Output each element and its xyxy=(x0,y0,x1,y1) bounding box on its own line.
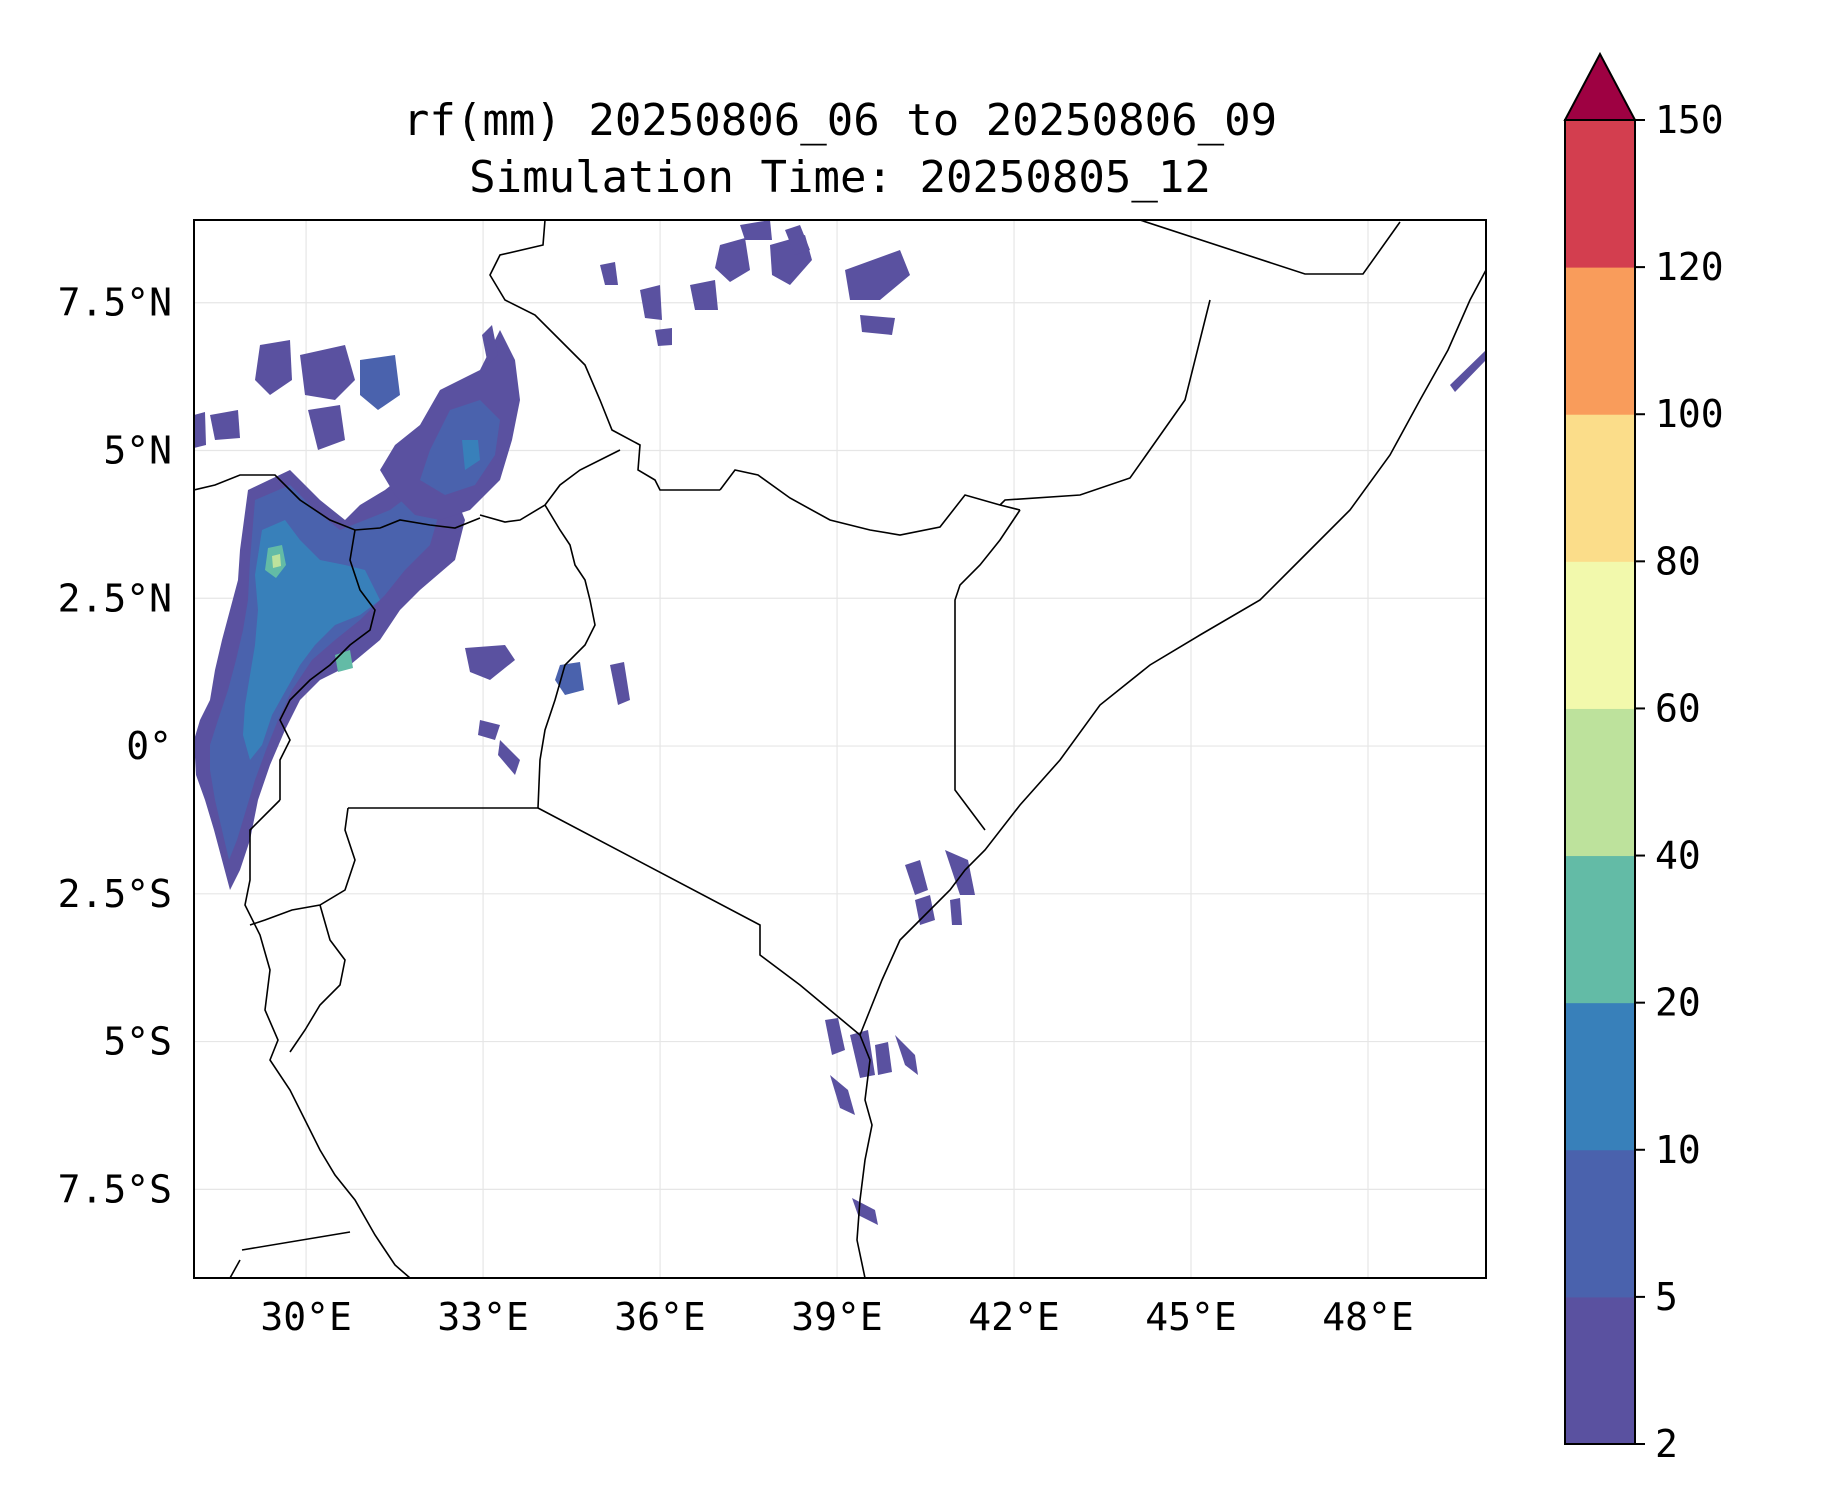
y-axis-ticks: 7.5°N 5°N 2.5°N 0° 2.5°S 5°S 7.5°S xyxy=(58,281,172,1212)
rain-cell-lake-victoria-2 xyxy=(498,740,520,775)
x-tick-label: 42°E xyxy=(968,1295,1060,1339)
rain-cell-south-sudan-core xyxy=(462,440,480,470)
rain-cell-ethiopia-1 xyxy=(715,238,750,282)
colorbar-segment xyxy=(1565,708,1635,857)
rain-cell-somalia-coast xyxy=(1450,350,1486,392)
y-tick-label: 7.5°N xyxy=(58,281,172,325)
rain-cell-uganda-east xyxy=(465,645,515,680)
map-area: 30°E 33°E 36°E 39°E 42°E 45°E 48°E 7.5°N 5°N 2.5… xyxy=(58,219,1487,1339)
rain-cell-tanzania-6 xyxy=(852,1198,878,1225)
rain-cell-ethiopia-6 xyxy=(690,280,718,310)
rain-cell-lake-victoria xyxy=(478,720,500,740)
colorbar-frame xyxy=(1564,119,1636,1445)
rain-cell-kenya-west xyxy=(555,662,584,695)
rain-cell-tanzania-1 xyxy=(825,1018,845,1055)
y-tick-label: 5°S xyxy=(103,1020,172,1064)
border-malawi xyxy=(229,1259,241,1278)
rain-cell-ethiopia-3 xyxy=(845,250,910,300)
rain-cell-northwest-1 xyxy=(300,345,355,400)
country-borders xyxy=(194,220,1486,1278)
border-rwanda-burundi xyxy=(249,807,356,926)
x-tick-label: 48°E xyxy=(1322,1295,1414,1339)
colorbar-tick-label: 2 xyxy=(1655,1422,1678,1466)
rain-cell-kenya-coast-3 xyxy=(915,895,935,925)
border-burundi-tanzania xyxy=(289,904,346,1053)
colorbar-segment xyxy=(1565,855,1635,1004)
x-axis-ticks: 30°E 33°E 36°E 39°E 42°E 45°E 48°E xyxy=(260,1295,1413,1339)
rain-cell-ethiopia-4 xyxy=(860,315,895,335)
y-tick-label: 0° xyxy=(126,724,172,768)
border-mozambique-tanzania xyxy=(856,1034,873,1278)
rain-cell-ethiopia-9 xyxy=(600,262,618,285)
border-lake-tanganyika xyxy=(244,799,411,1278)
colorbar-segment xyxy=(1565,414,1635,562)
colorbar-segment xyxy=(1565,1296,1635,1445)
border-south-sudan-sudan xyxy=(489,220,720,491)
rain-cell-north-strip xyxy=(482,325,498,365)
rain-cell-northwest-5 xyxy=(210,410,240,440)
border-ethiopia-west xyxy=(719,469,1021,536)
x-tick-label: 33°E xyxy=(437,1295,529,1339)
figure-title-line2: Simulation Time: 20250805_12 xyxy=(469,152,1211,203)
rain-cell-ethiopia-8 xyxy=(785,225,810,255)
figure-title-line1: rf(mm) 20250806_06 to 20250806_09 xyxy=(403,95,1277,146)
colorbar-tick-label: 40 xyxy=(1655,834,1701,878)
colorbar-tick-label: 120 xyxy=(1655,245,1724,289)
rain-cell-ethiopia-10 xyxy=(655,328,672,346)
colorbar-extend-arrow xyxy=(1563,51,1637,121)
rain-cell-tanzania-4 xyxy=(895,1035,918,1075)
border-drc-uganda xyxy=(279,529,376,800)
rain-cell-south-sudan-mid xyxy=(420,400,500,495)
colorbar: 2 5 10 20 40 60 80 100 120 150 xyxy=(1563,51,1724,1466)
y-tick-label: 2.5°S xyxy=(58,872,172,916)
rain-cell-northwest-2 xyxy=(360,355,400,410)
rain-cell-ethiopia-5 xyxy=(640,285,662,320)
border-kenya-tanzania xyxy=(537,807,861,1036)
x-tick-label: 39°E xyxy=(791,1295,883,1339)
rain-cell-kenya-coast-2 xyxy=(945,850,975,895)
border-somalia-ethiopia xyxy=(999,299,1211,506)
x-tick-label: 30°E xyxy=(260,1295,352,1339)
y-tick-label: 5°N xyxy=(103,429,172,473)
y-tick-label: 2.5°N xyxy=(58,576,172,620)
colorbar-segment xyxy=(1565,267,1635,415)
colorbar-tick-label: 20 xyxy=(1655,981,1701,1025)
border-somaliland xyxy=(1139,220,1401,275)
colorbar-segment xyxy=(1565,561,1635,709)
colorbar-tick-label: 60 xyxy=(1655,686,1701,730)
x-tick-label: 45°E xyxy=(1145,1295,1237,1339)
rain-cell-northwest-4 xyxy=(308,405,345,450)
border-ethiopia-kenya xyxy=(954,509,1021,831)
colorbar-tick-label: 5 xyxy=(1655,1275,1678,1319)
colorbar-tick-label: 80 xyxy=(1655,539,1701,583)
rain-cell-tanzania-5 xyxy=(830,1075,855,1115)
rain-cell-northwest-3 xyxy=(255,340,292,395)
rain-cell-kenya-west-2 xyxy=(610,662,630,705)
colorbar-tick-label: 150 xyxy=(1655,98,1724,142)
colorbar-tick-label: 100 xyxy=(1655,392,1724,436)
rain-cell-tanzania-3 xyxy=(875,1042,892,1075)
rain-cell-west-core xyxy=(243,520,380,760)
border-uganda-kenya xyxy=(537,504,596,809)
colorbar-segment xyxy=(1565,1149,1635,1298)
border-somalia-coast xyxy=(859,269,1486,1036)
rain-cell-ethiopia-7 xyxy=(740,220,772,240)
colorbar-tick-label: 10 xyxy=(1655,1128,1701,1172)
border-zambia xyxy=(241,1231,351,1251)
rain-cell-northwest-6 xyxy=(194,412,206,448)
x-tick-label: 36°E xyxy=(614,1295,706,1339)
border-ssudan-uganda xyxy=(194,474,481,531)
rainfall-contours xyxy=(194,220,1486,1225)
colorbar-segment xyxy=(1565,120,1635,268)
map-frame xyxy=(193,219,1487,1279)
rain-cell-west-lightgreen xyxy=(272,554,281,568)
rain-cell-kenya-coast-4 xyxy=(950,898,962,925)
colorbar-segment xyxy=(1565,1002,1635,1151)
y-tick-label: 7.5°S xyxy=(58,1167,172,1211)
rain-cell-kenya-coast-1 xyxy=(905,860,928,895)
